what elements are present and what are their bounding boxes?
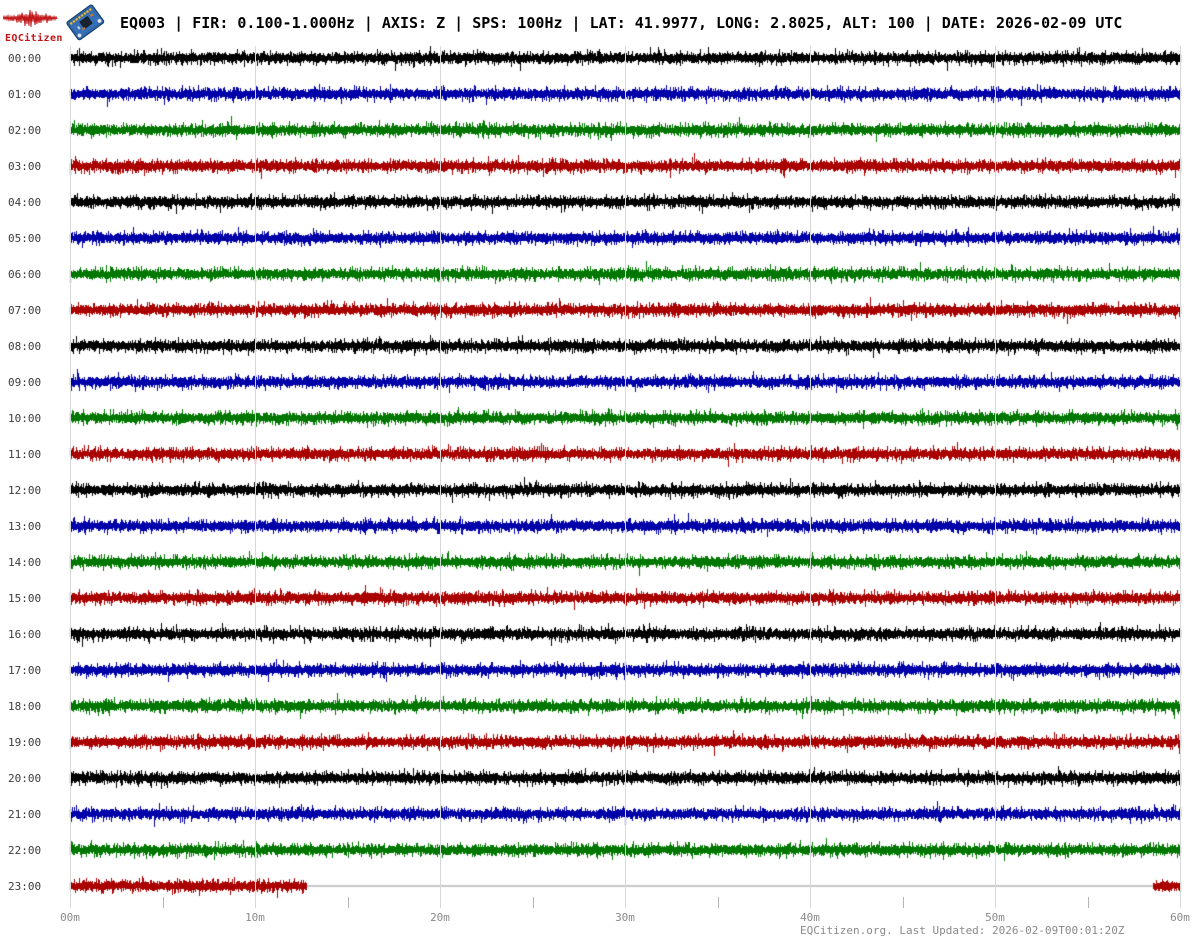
hour-tick-label: 20:00 <box>8 772 42 785</box>
hour-tick-label: 05:00 <box>8 232 42 245</box>
gridline-10min <box>625 46 626 908</box>
minor-tick-5min <box>903 897 904 908</box>
gridline-10min <box>1180 46 1181 908</box>
hour-tick-label: 16:00 <box>8 628 42 641</box>
hour-tick-label: 09:00 <box>8 376 42 389</box>
gridline-10min <box>70 46 71 908</box>
gridline-10min <box>995 46 996 908</box>
gridline-10min <box>440 46 441 908</box>
hour-tick-label: 22:00 <box>8 844 42 857</box>
minute-tick-label: 30m <box>615 911 635 924</box>
hour-tick-label: 03:00 <box>8 160 42 173</box>
hour-tick-label: 10:00 <box>8 412 42 425</box>
minute-tick-label: 60m <box>1170 911 1190 924</box>
hour-tick-label: 18:00 <box>8 700 42 713</box>
minute-tick-label: 10m <box>245 911 265 924</box>
hour-tick-label: 02:00 <box>8 124 42 137</box>
hour-tick-label: 06:00 <box>8 268 42 281</box>
minor-tick-5min <box>1088 897 1089 908</box>
minor-tick-5min <box>718 897 719 908</box>
hour-tick-label: 13:00 <box>8 520 42 533</box>
hour-tick-label: 07:00 <box>8 304 42 317</box>
hour-tick-label: 08:00 <box>8 340 42 353</box>
hour-tick-label: 11:00 <box>8 448 42 461</box>
hour-tick-label: 00:00 <box>8 52 42 65</box>
minor-tick-5min <box>163 897 164 908</box>
hour-tick-label: 23:00 <box>8 880 42 893</box>
hour-tick-label: 14:00 <box>8 556 42 569</box>
hour-tick-label: 12:00 <box>8 484 42 497</box>
hour-tick-label: 21:00 <box>8 808 42 821</box>
last-updated-status: EQCitizen.org. Last Updated: 2026-02-09T… <box>800 924 1125 937</box>
minute-tick-label: 50m <box>985 911 1005 924</box>
hour-tick-label: 04:00 <box>8 196 42 209</box>
gridline-10min <box>255 46 256 908</box>
hour-tick-label: 15:00 <box>8 592 42 605</box>
hour-tick-label: 19:00 <box>8 736 42 749</box>
minute-tick-label: 00m <box>60 911 80 924</box>
minor-tick-5min <box>348 897 349 908</box>
hour-tick-label: 17:00 <box>8 664 42 677</box>
minor-tick-5min <box>533 897 534 908</box>
hour-tick-label: 01:00 <box>8 88 42 101</box>
minute-tick-label: 40m <box>800 911 820 924</box>
minute-tick-label: 20m <box>430 911 450 924</box>
gridline-10min <box>810 46 811 908</box>
